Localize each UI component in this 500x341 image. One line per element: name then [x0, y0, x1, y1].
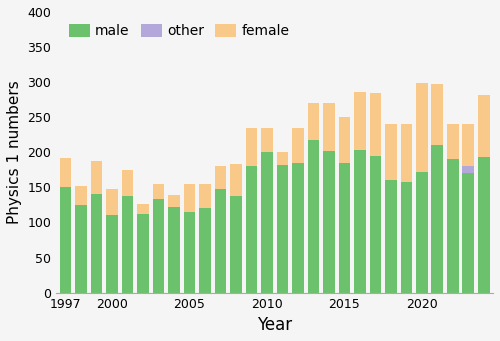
Bar: [416, 172, 428, 293]
Bar: [308, 103, 319, 140]
Bar: [246, 128, 257, 166]
Bar: [122, 196, 134, 293]
Bar: [137, 204, 149, 214]
Bar: [385, 124, 396, 180]
Bar: [308, 140, 319, 293]
Bar: [370, 156, 381, 293]
X-axis label: Year: Year: [257, 316, 292, 334]
Bar: [447, 124, 458, 159]
Bar: [230, 164, 241, 196]
Bar: [199, 184, 210, 208]
Bar: [276, 165, 288, 293]
Bar: [246, 166, 257, 293]
Bar: [122, 170, 134, 196]
Bar: [106, 190, 118, 216]
Bar: [137, 214, 149, 293]
Bar: [106, 216, 118, 293]
Bar: [168, 195, 180, 207]
Bar: [261, 152, 272, 293]
Bar: [462, 166, 474, 173]
Bar: [90, 161, 102, 194]
Bar: [214, 189, 226, 293]
Bar: [276, 152, 288, 165]
Bar: [184, 184, 196, 212]
Bar: [432, 84, 443, 145]
Legend: male, other, female: male, other, female: [63, 19, 295, 44]
Bar: [478, 157, 490, 293]
Bar: [354, 150, 366, 293]
Bar: [338, 117, 350, 163]
Bar: [214, 166, 226, 189]
Bar: [400, 182, 412, 293]
Bar: [261, 128, 272, 152]
Bar: [323, 151, 334, 293]
Bar: [462, 173, 474, 293]
Bar: [462, 124, 474, 166]
Bar: [90, 194, 102, 293]
Bar: [338, 163, 350, 293]
Bar: [292, 163, 304, 293]
Bar: [184, 212, 196, 293]
Bar: [60, 158, 72, 187]
Bar: [230, 196, 241, 293]
Y-axis label: Physics 1 numbers: Physics 1 numbers: [7, 80, 22, 224]
Bar: [447, 159, 458, 293]
Bar: [60, 187, 72, 293]
Bar: [478, 95, 490, 157]
Bar: [354, 92, 366, 150]
Bar: [75, 205, 87, 293]
Bar: [199, 208, 210, 293]
Bar: [323, 103, 334, 151]
Bar: [400, 124, 412, 182]
Bar: [168, 207, 180, 293]
Bar: [75, 186, 87, 205]
Bar: [152, 184, 164, 199]
Bar: [152, 199, 164, 293]
Bar: [416, 83, 428, 172]
Bar: [385, 180, 396, 293]
Bar: [432, 145, 443, 293]
Bar: [370, 93, 381, 156]
Bar: [292, 128, 304, 163]
